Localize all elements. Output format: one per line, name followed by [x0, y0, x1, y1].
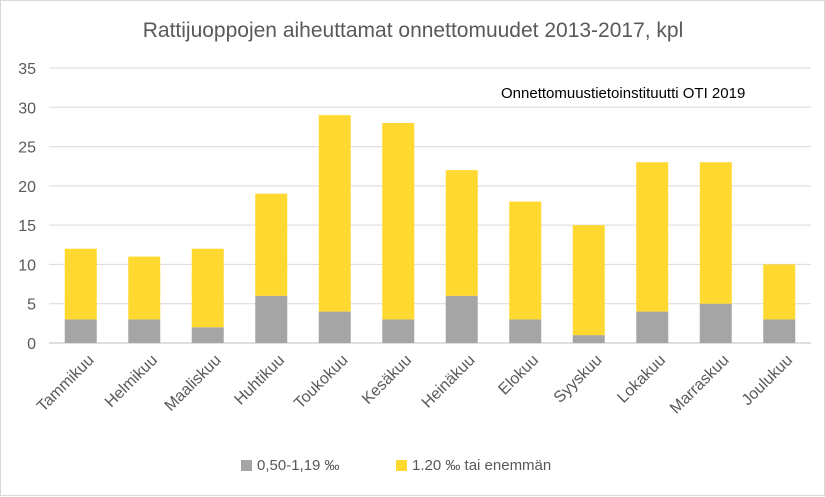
x-tick-label: Syyskuu: [551, 352, 606, 407]
legend-swatch-1: [396, 460, 407, 471]
legend-label-0: 0,50-1,19 ‰: [257, 457, 340, 474]
bar-toukokuu-series-1: [318, 115, 351, 312]
x-tick-label: Marraskuu: [667, 352, 732, 417]
x-tick-label: Huhtikuu: [231, 352, 288, 409]
legend: 0,50-1,19 ‰ 1.20 ‰ tai enemmän: [241, 457, 551, 474]
bar-marraskuu-series-0: [699, 303, 732, 343]
chart-annotation: Onnettomuustietoinstituutti OTI 2019: [501, 85, 745, 102]
bar-marraskuu-series-1: [699, 162, 732, 304]
bar-tammikuu-series-0: [64, 319, 97, 343]
bar-toukokuu-series-0: [318, 311, 351, 343]
bar-kesäkuu-series-1: [382, 123, 415, 320]
bar-joulukuu-series-0: [763, 319, 796, 343]
bar-heinäkuu-series-0: [445, 295, 478, 343]
legend-swatch-0: [241, 460, 252, 471]
x-tick-label: Maaliskuu: [162, 352, 225, 415]
bar-lokakuu-series-1: [636, 162, 669, 312]
bar-syyskuu-series-0: [572, 335, 605, 343]
bar-tammikuu-series-1: [64, 248, 97, 320]
bar-maaliskuu-series-1: [191, 248, 224, 328]
bars: [64, 115, 796, 343]
bar-elokuu-series-1: [509, 201, 542, 320]
x-tick-label: Lokakuu: [614, 352, 669, 407]
bar-syyskuu-series-1: [572, 225, 605, 336]
y-tick-label: 5: [27, 297, 36, 314]
bar-huhtikuu-series-0: [255, 295, 288, 343]
bar-huhtikuu-series-1: [255, 193, 288, 296]
x-tick-label: Toukokuu: [291, 352, 351, 412]
bar-heinäkuu-series-1: [445, 170, 478, 296]
x-tick-label: Joulukuu: [739, 352, 796, 409]
x-axis-ticks: Tammikuu Helmikuu Maaliskuu Huhtikuu Toukoku…: [34, 352, 796, 417]
y-tick-label: 30: [18, 100, 36, 117]
chart-title: Rattijuoppojen aiheuttamat onnettomuudet…: [143, 19, 684, 42]
x-tick-label: Tammikuu: [34, 352, 98, 416]
x-tick-label: Elokuu: [495, 352, 542, 399]
gridlines: [49, 67, 811, 344]
bar-maaliskuu-series-0: [191, 327, 224, 343]
x-tick-label: Helmikuu: [102, 352, 161, 411]
legend-label-1: 1.20 ‰ tai enemmän: [412, 457, 551, 474]
bar-helmikuu-series-0: [128, 319, 161, 343]
y-tick-label: 15: [18, 218, 36, 235]
bar-helmikuu-series-1: [128, 256, 161, 320]
bar-elokuu-series-0: [509, 319, 542, 343]
x-tick-label: Kesäkuu: [359, 352, 415, 408]
bar-joulukuu-series-1: [763, 264, 796, 320]
y-tick-label: 10: [18, 257, 36, 274]
y-tick-label: 35: [18, 61, 36, 78]
y-axis-ticks: 0 5 10 15 20 25 30 35: [18, 61, 36, 353]
y-tick-label: 25: [18, 140, 36, 157]
bar-lokakuu-series-0: [636, 311, 669, 343]
bar-kesäkuu-series-0: [382, 319, 415, 343]
y-tick-label: 20: [18, 179, 36, 196]
x-tick-label: Heinäkuu: [419, 352, 479, 412]
y-tick-label: 0: [27, 336, 36, 353]
